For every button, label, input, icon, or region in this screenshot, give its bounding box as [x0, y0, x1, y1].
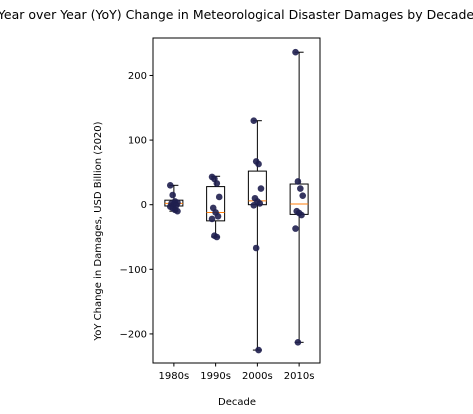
data-point: [294, 178, 302, 185]
data-point: [213, 233, 221, 241]
data-point: [214, 213, 222, 220]
y-tick-label: −200: [120, 329, 147, 340]
data-point: [252, 244, 260, 252]
data-point: [174, 207, 181, 215]
y-tick-label: −100: [120, 265, 147, 276]
x-tick-label: 2000s: [242, 371, 273, 382]
data-point: [298, 211, 305, 219]
box-1990s: [206, 186, 226, 222]
data-point: [292, 48, 299, 56]
data-point: [294, 339, 302, 346]
plot-area: −200 −100 0 100 200 1980s 1990s 2000s 2010s: [120, 48, 315, 382]
y-tick-label: 0: [141, 200, 147, 211]
data-point: [255, 346, 262, 354]
data-point: [213, 180, 221, 187]
data-point: [250, 117, 258, 125]
y-axis-label: YoY Change in Damages, USD Billion (2020…: [93, 121, 104, 341]
data-point: [256, 200, 264, 207]
data-point: [215, 193, 223, 201]
data-point: [250, 202, 258, 209]
y-tick-label: 200: [128, 71, 147, 82]
x-tick-label: 1980s: [159, 371, 190, 382]
y-tick-label: 100: [128, 136, 147, 147]
data-point: [166, 182, 174, 189]
data-point: [299, 192, 307, 199]
x-tick-label: 1990s: [200, 371, 231, 382]
data-point: [169, 191, 176, 199]
x-axis-label: Decade: [218, 397, 256, 408]
data-point: [292, 225, 299, 232]
plot-frame: [152, 37, 321, 364]
chart-title: Year over Year (YoY) Change in Meteorolo…: [0, 7, 473, 22]
data-point: [208, 215, 216, 223]
x-tick-label: 2010s: [284, 371, 315, 382]
data-point: [257, 185, 265, 192]
data-point: [255, 160, 262, 168]
data-point: [297, 185, 304, 192]
